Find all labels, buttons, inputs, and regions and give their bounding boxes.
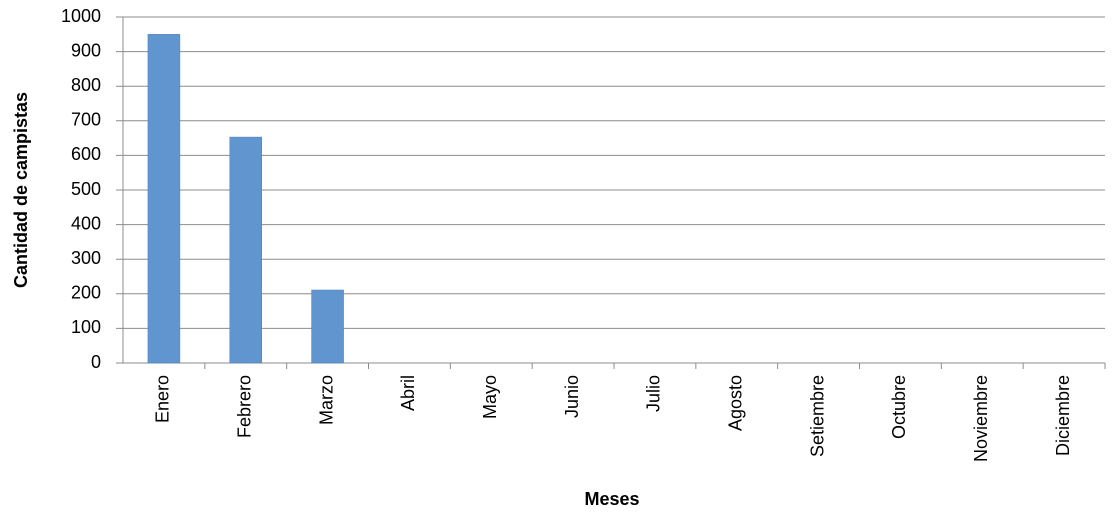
y-tick-label: 400	[71, 213, 101, 233]
y-tick-label: 0	[91, 352, 101, 372]
y-tick-label: 600	[71, 144, 101, 164]
x-tick-label: Julio	[644, 375, 664, 412]
y-tick-label: 300	[71, 248, 101, 268]
y-axis-title: Cantidad de campistas	[11, 92, 31, 288]
bar	[147, 34, 181, 364]
x-tick-label: Junio	[562, 375, 582, 418]
x-tick-label: Noviembre	[971, 375, 991, 462]
x-axis-title: Meses	[584, 489, 639, 509]
x-tick-label: Marzo	[316, 375, 336, 425]
x-tick-label: Febrero	[235, 375, 255, 438]
y-tick-label: 1000	[61, 6, 101, 26]
x-tick-label: Enero	[153, 375, 173, 423]
x-tick-label: Octubre	[889, 375, 909, 439]
y-tick-label: 700	[71, 110, 101, 130]
x-tick-label: Abril	[398, 375, 418, 411]
bar	[229, 136, 262, 364]
y-tick-label: 900	[71, 40, 101, 60]
x-tick-label: Mayo	[480, 375, 500, 419]
y-tick-label: 100	[71, 317, 101, 337]
bar	[311, 289, 344, 364]
x-tick-label: Diciembre	[1053, 375, 1073, 456]
x-tick-label: Setiembre	[807, 375, 827, 457]
y-tick-label: 500	[71, 179, 101, 199]
x-tick-label: Agosto	[726, 375, 746, 431]
y-tick-label: 800	[71, 75, 101, 95]
y-tick-label: 200	[71, 283, 101, 303]
